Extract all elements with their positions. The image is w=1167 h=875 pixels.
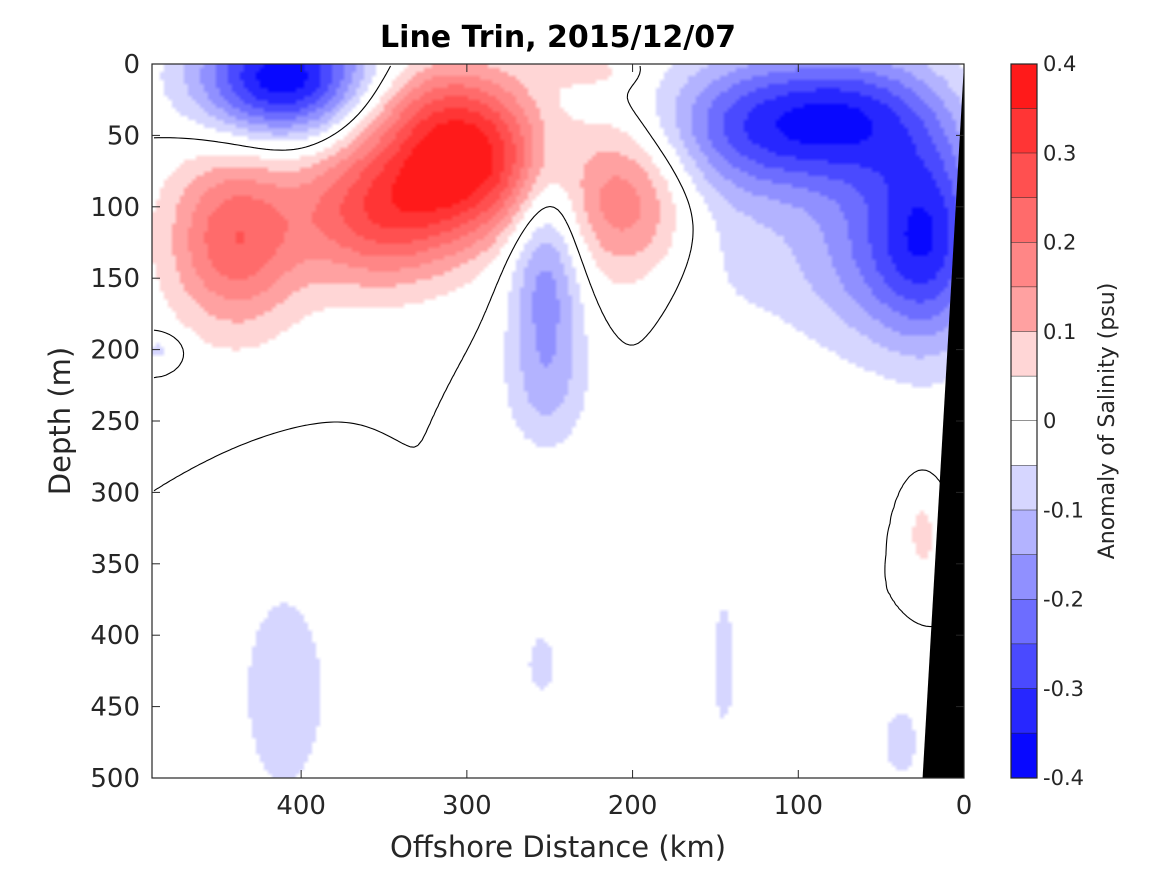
colorbar-tick-label: -0.3 bbox=[1043, 677, 1084, 701]
x-axis: 400 300 200 100 0 bbox=[276, 64, 972, 821]
y-tick-label: 150 bbox=[90, 264, 140, 294]
colorbar-segment bbox=[1011, 644, 1037, 689]
y-tick-label: 400 bbox=[90, 621, 140, 651]
colorbar-segment bbox=[1011, 733, 1037, 778]
colorbar-tick-label: 0.2 bbox=[1043, 231, 1076, 255]
y-axis-label: Depth (m) bbox=[43, 347, 77, 495]
colorbar-tick-label: 0.3 bbox=[1043, 141, 1076, 165]
x-tick-label: 200 bbox=[608, 791, 658, 821]
colorbar-segment bbox=[1011, 465, 1037, 511]
y-tick-label: 500 bbox=[90, 764, 140, 794]
y-tick-label: 200 bbox=[90, 336, 140, 366]
y-tick-label: 450 bbox=[90, 693, 140, 723]
colorbar-segment bbox=[1011, 197, 1037, 243]
chart-title: Line Trin, 2015/12/07 bbox=[380, 20, 736, 55]
colorbar-segment bbox=[1011, 688, 1037, 734]
y-tick-label: 100 bbox=[90, 193, 140, 223]
bathymetry-shelf bbox=[922, 64, 964, 778]
colorbar: 0.4 0.3 0.2 0.1 0 -0.1 -0.2 -0.3 -0.4 bbox=[1010, 52, 1084, 790]
colorbar-label: Anomaly of Salinity (psu) bbox=[1095, 283, 1120, 560]
colorbar-segment bbox=[1011, 599, 1037, 645]
colorbar-tick-label: -0.4 bbox=[1043, 766, 1084, 790]
y-tick-label: 250 bbox=[90, 407, 140, 437]
colorbar-segment bbox=[1011, 108, 1037, 154]
anomaly-field bbox=[152, 64, 964, 778]
colorbar-frame bbox=[1010, 63, 1038, 779]
colorbar-segment bbox=[1011, 287, 1037, 332]
colorbar-segment bbox=[1011, 554, 1037, 600]
colorbar-segment bbox=[1011, 153, 1037, 198]
x-tick-label: 400 bbox=[276, 791, 326, 821]
y-tick-label: 50 bbox=[107, 121, 140, 151]
y-tick-label: 300 bbox=[90, 478, 140, 508]
x-tick-label: 100 bbox=[773, 791, 823, 821]
x-axis-label: Offshore Distance (km) bbox=[390, 830, 726, 864]
x-tick-label: 0 bbox=[956, 791, 973, 821]
colorbar-tick-label: 0.4 bbox=[1043, 52, 1076, 76]
colorbar-tick-label: 0.1 bbox=[1043, 320, 1076, 344]
colorbar-segment bbox=[1011, 510, 1037, 555]
colorbar-segment bbox=[1011, 64, 1037, 109]
zero-contour-line bbox=[153, 65, 961, 628]
colorbar-tick-label: 0 bbox=[1043, 409, 1056, 433]
y-tick-label: 350 bbox=[90, 550, 140, 580]
colorbar-segment bbox=[1011, 242, 1037, 288]
y-tick-label: 0 bbox=[123, 50, 140, 80]
colorbar-tick-label: -0.2 bbox=[1043, 588, 1084, 612]
x-tick-label: 300 bbox=[442, 791, 492, 821]
zero-contours bbox=[153, 65, 961, 628]
colorbar-segment bbox=[1011, 421, 1037, 466]
y-axis: 0 50 100 150 200 250 300 350 400 450 500 bbox=[90, 50, 964, 794]
plot-area bbox=[151, 63, 965, 779]
colorbar-ticks: 0.4 0.3 0.2 0.1 0 -0.1 -0.2 -0.3 -0.4 bbox=[1043, 52, 1084, 790]
colorbar-segments bbox=[1011, 64, 1037, 779]
colorbar-segment bbox=[1011, 376, 1037, 421]
colorbar-tick-label: -0.1 bbox=[1043, 498, 1084, 522]
colorbar-segment bbox=[1011, 331, 1037, 377]
